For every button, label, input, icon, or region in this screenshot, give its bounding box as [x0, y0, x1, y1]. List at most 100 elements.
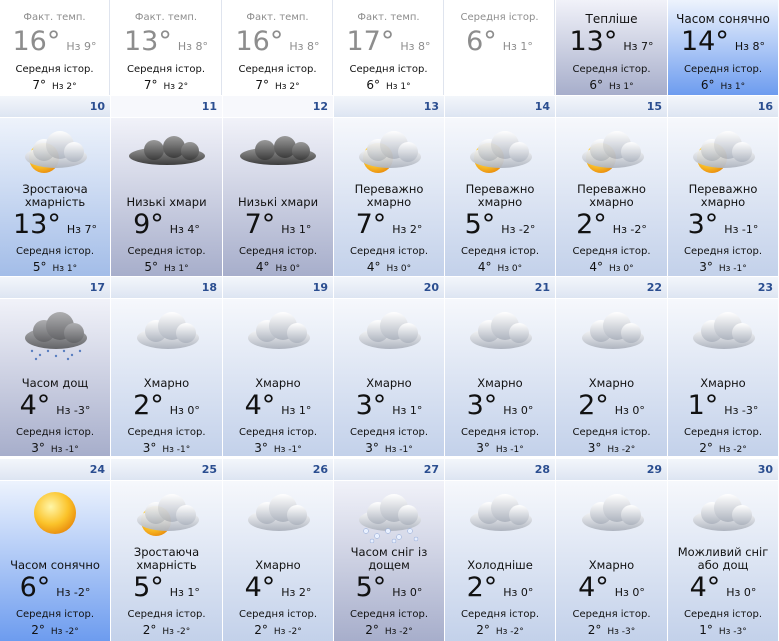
weather-icon — [128, 136, 205, 165]
weather-icon — [233, 483, 323, 543]
temp-high: 4° — [19, 390, 51, 421]
avg-label: Середня істор. — [238, 609, 318, 620]
day-number: 30 — [668, 459, 778, 480]
avg-line: 7° Нз 2° — [223, 78, 332, 92]
temp-line: 13° Нз 8° — [111, 26, 221, 57]
weather-icon — [122, 301, 212, 361]
temp-high: 2° — [576, 209, 607, 240]
temp-line: 13° Нз 7° — [556, 26, 667, 57]
day-number: 28 — [445, 459, 555, 480]
weather-icon — [34, 492, 76, 534]
avg-low: Нз 0° — [497, 264, 523, 274]
temp-line: 4° Нз 1° — [223, 390, 333, 421]
temp-high: 6° — [466, 26, 497, 57]
avg-high: 3° — [699, 260, 713, 274]
avg-high: 7° — [143, 78, 158, 92]
avg-line: 3° Нз -1° — [0, 441, 110, 455]
cell-label: Факт. темп. — [246, 12, 309, 23]
avg-high: 3° — [365, 441, 379, 455]
top-cell: Факт. темп. 17° Нз 8° Середня істор. 6° Нз 1° — [334, 0, 444, 95]
avg-high: 2° — [142, 623, 157, 637]
cell-label: Часом сонячно — [676, 12, 770, 26]
weather-desc: Хмарно — [366, 376, 412, 390]
temp-high: 16° — [12, 26, 61, 57]
avg-label: Середня істор. — [15, 427, 95, 438]
avg-line: 2° Нз -2° — [445, 623, 555, 637]
temp-high: 2° — [466, 572, 498, 603]
weather-desc: Переважно хмарно — [688, 182, 758, 209]
day-number: 21 — [445, 277, 555, 298]
avg-high: 6° — [366, 78, 380, 92]
day-number: 13 — [334, 96, 444, 117]
day-number: 19 — [223, 277, 333, 298]
day-cell: Хмарно 4° Нз 2° Середня істор. 2° Нз -2° — [223, 481, 333, 641]
avg-high: 5° — [32, 260, 47, 274]
temp-line: 2° Нз 0° — [556, 390, 667, 421]
weather-icon — [10, 301, 100, 361]
avg-high: 2° — [476, 623, 490, 637]
temp-low: Нз 7° — [66, 223, 97, 236]
weather-desc: Низькі хмари — [237, 195, 319, 209]
temp-low: Нз -1° — [724, 223, 759, 236]
temp-line: 5° Нз -2° — [445, 209, 555, 240]
avg-high: 2° — [699, 441, 713, 455]
avg-line: 4° Нз 0° — [556, 260, 667, 274]
weather-desc: Часом сніг із дощем — [350, 545, 428, 572]
avg-low: Нз -3° — [718, 627, 747, 637]
avg-low: Нз -2° — [50, 627, 79, 637]
avg-low: Нз 2° — [275, 82, 300, 92]
temp-line: 9° Нз 4° — [111, 209, 222, 240]
temp-low: Нз 8° — [734, 40, 765, 53]
temp-high: 4° — [244, 572, 276, 603]
temp-line: 3° Нз 1° — [334, 390, 444, 421]
day-number: 24 — [0, 459, 110, 480]
avg-label: Середня істор. — [349, 609, 429, 620]
avg-line: 3° Нз -1° — [334, 441, 444, 455]
temp-high: 13° — [13, 209, 61, 240]
day-cell: Часом сонячно 6° Нз -2° Середня істор. 2° Нз … — [0, 481, 110, 641]
avg-label: Середня істор. — [15, 246, 95, 257]
avg-line: 5° Нз 1° — [111, 260, 222, 274]
weather-desc: Часом дощ — [21, 376, 89, 390]
temp-line: 5° Нз 1° — [111, 572, 222, 603]
day-number: 10 — [0, 96, 110, 117]
cell-label: Середня істор. — [460, 12, 539, 23]
temp-high: 13° — [569, 26, 618, 57]
weather-icon — [678, 120, 768, 180]
temp-low: Нз -2° — [612, 223, 647, 236]
avg-low: Нз -2° — [384, 627, 413, 637]
day-cell: Низькі хмари 9° Нз 4° Середня істор. 5° Нз 1° — [111, 118, 222, 276]
temp-low: Нз -3° — [724, 404, 759, 417]
avg-low: Нз -1° — [718, 264, 747, 274]
temp-line: 4° Нз 0° — [556, 572, 667, 603]
temp-low: Нз -3° — [56, 404, 91, 417]
temp-high: 6° — [19, 572, 51, 603]
weather-desc: Зростаюча хмарність — [133, 545, 200, 572]
day-number: 16 — [668, 96, 778, 117]
temp-high: 5° — [355, 572, 387, 603]
avg-label: Середня істор. — [349, 246, 429, 257]
day-cell: Хмарно 4° Нз 0° Середня істор. 2° Нз -3° — [556, 481, 667, 641]
temp-high: 4° — [689, 572, 721, 603]
avg-line: 6° Нз 1° — [334, 78, 443, 92]
day-number: 11 — [111, 96, 222, 117]
avg-label: Середня істор. — [683, 64, 763, 75]
avg-line: 3° Нз -1° — [223, 441, 333, 455]
avg-label: Середня істор. — [683, 609, 763, 620]
temp-low: Нз 0° — [614, 586, 645, 599]
temp-low: Нз 1° — [502, 40, 533, 53]
avg-label: Середня істор. — [15, 64, 94, 75]
temp-high: 5° — [464, 209, 496, 240]
avg-label: Середня істор. — [460, 246, 540, 257]
day-cell: Хмарно 3° Нз 0° Середня істор. 3° Нз -1° — [445, 299, 555, 456]
weather-icon — [678, 483, 768, 543]
avg-low: Нз -2° — [495, 627, 524, 637]
avg-label: Середня істор. — [126, 64, 206, 75]
weather-desc: Хмарно — [143, 376, 190, 390]
avg-label: Середня істор. — [460, 609, 540, 620]
avg-low: Нз -2° — [162, 627, 191, 637]
temp-low: Нз 0° — [726, 586, 757, 599]
day-cell: Хмарно 4° Нз 1° Середня істор. 3° Нз -1° — [223, 299, 333, 456]
temp-low: Нз 1° — [392, 404, 423, 417]
avg-label: Середня істор. — [15, 609, 95, 620]
